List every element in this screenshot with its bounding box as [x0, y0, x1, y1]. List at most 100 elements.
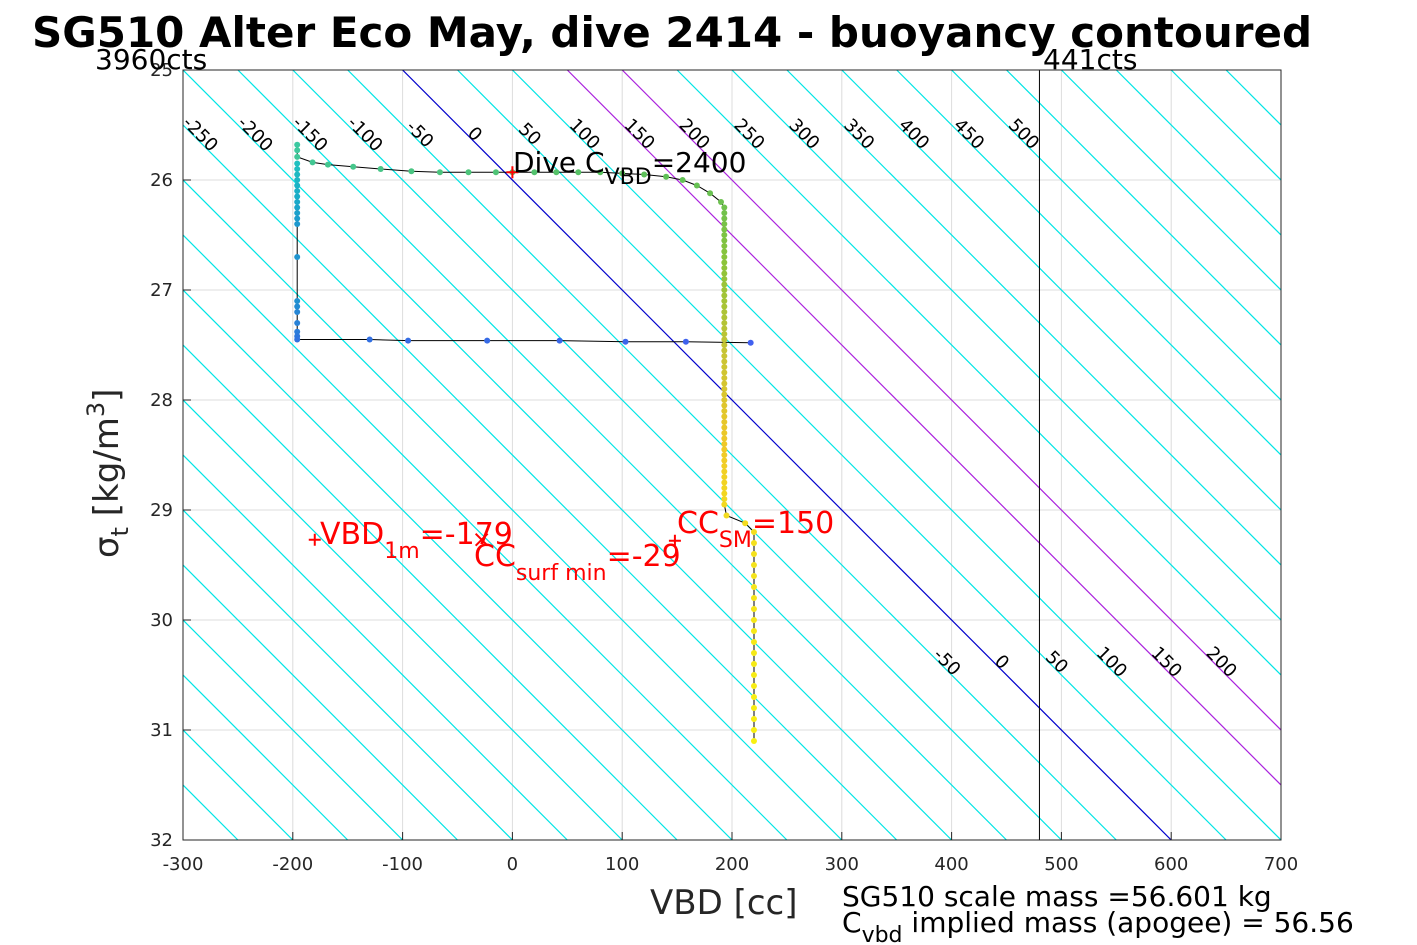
data-point [294, 328, 301, 335]
data-point [721, 485, 728, 491]
x-tick-label: 400 [934, 854, 968, 875]
contour-line [183, 564, 458, 840]
contour-line [566, 70, 1281, 786]
data-point [597, 169, 604, 176]
data-point [721, 358, 728, 365]
data-point [750, 672, 757, 678]
x-tick-label: 200 [715, 854, 749, 875]
data-point [721, 287, 728, 293]
data-point [377, 166, 384, 172]
contour-line [951, 70, 1281, 401]
y-tick-label: 25 [150, 60, 173, 81]
data-point [721, 474, 728, 480]
data-point [294, 204, 301, 211]
x-tick-label: 100 [605, 854, 639, 875]
data-point [750, 595, 757, 601]
x-tick-label: 0 [507, 854, 518, 875]
contour-line [1336, 70, 1417, 840]
data-point [750, 694, 757, 700]
data-point [750, 705, 757, 711]
data-point [492, 169, 499, 176]
data-point [721, 457, 728, 464]
data-point [721, 397, 728, 403]
data-point [556, 337, 563, 344]
data-point [294, 171, 301, 178]
contour-line [183, 674, 349, 840]
data-point [721, 364, 728, 370]
data-point [721, 501, 728, 508]
contour-line [676, 70, 1281, 676]
data-point [721, 298, 728, 304]
data-point [294, 188, 301, 194]
data-point [294, 210, 301, 216]
data-point [721, 468, 728, 475]
data-point [750, 639, 757, 645]
data-point [366, 336, 373, 343]
data-point [294, 166, 301, 172]
data-point [294, 199, 301, 205]
data-point [747, 339, 754, 346]
data-point [750, 727, 757, 733]
contour-line [1006, 70, 1281, 346]
contour-line [896, 70, 1281, 456]
data-point [721, 353, 728, 359]
data-point [721, 424, 728, 431]
cc-surf-min-annotation: CCsurf min=-29 [474, 539, 681, 586]
data-point [750, 540, 757, 546]
data-point [707, 190, 714, 197]
data-point [294, 320, 301, 326]
data-point [294, 221, 301, 227]
x-tick-label: 300 [825, 854, 859, 875]
data-point [721, 479, 728, 486]
data-point [750, 573, 757, 579]
data-point [721, 331, 728, 337]
buoyancy-contours [0, 70, 1417, 840]
contour-line [183, 509, 513, 840]
data-point [693, 182, 700, 189]
data-point [721, 496, 728, 502]
data-point [750, 562, 757, 568]
contour-line [1280, 70, 1281, 71]
scale-mass-text: SG510 scale mass =56.601 kg [842, 880, 1272, 913]
y-axis-label-text: σt [kg/m3] [82, 389, 134, 558]
contour-line [183, 289, 733, 840]
data-point [718, 199, 725, 205]
x-axis-label: VBD [cc] [650, 883, 798, 923]
data-point [575, 169, 582, 176]
x-tick-label: 700 [1264, 854, 1298, 875]
contour-line [183, 179, 843, 840]
data-point [721, 204, 728, 211]
data-point [721, 243, 728, 249]
data-point [721, 303, 728, 310]
data-point [721, 232, 728, 238]
data-point [294, 141, 301, 148]
data-point [723, 512, 730, 519]
data-point [484, 337, 491, 344]
data-point [721, 446, 728, 453]
contour-line [0, 70, 73, 840]
data-point [721, 314, 728, 321]
y-ticks: 25 26 27 28 29 30 31 32 [150, 60, 191, 851]
data-point [721, 490, 728, 497]
contour-line [786, 70, 1281, 566]
contour-line [1060, 70, 1281, 291]
data-point [721, 270, 728, 277]
data-point [721, 441, 728, 447]
data-point [294, 177, 301, 183]
data-point [750, 650, 757, 656]
data-point [309, 159, 316, 166]
contour-line [0, 70, 18, 840]
y-label-sup: 3 [82, 402, 110, 417]
right-counts-label: 441cts [1043, 43, 1137, 76]
y-label-sigma: σ [87, 536, 127, 558]
contour-line [621, 70, 1281, 731]
contour-line [183, 619, 404, 840]
data-point [721, 375, 728, 381]
y-tick-label: 30 [150, 610, 173, 631]
contour-line [183, 344, 678, 840]
vbd-1m-annotation: VBD1m=-179 [320, 517, 513, 564]
data-point [721, 281, 728, 288]
annotation-markers [308, 166, 681, 547]
data-point [294, 336, 301, 343]
contour-line [183, 454, 568, 840]
